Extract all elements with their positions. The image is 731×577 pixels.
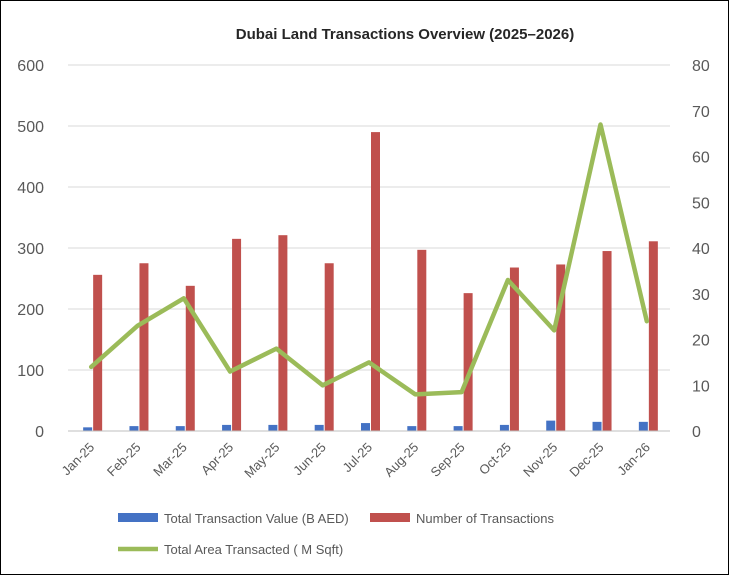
- bar-transaction-count: [417, 249, 427, 431]
- bar-transaction-count: [139, 263, 149, 431]
- bar-transaction-count: [602, 251, 612, 431]
- bar-transaction-count: [463, 293, 473, 431]
- y-left-tick-label: 100: [17, 363, 44, 380]
- legend-label: Total Transaction Value (B AED): [164, 511, 349, 526]
- y-left-tick-label: 0: [35, 424, 44, 441]
- y-right-tick-label: 40: [692, 241, 710, 258]
- bar-transaction-value: [407, 426, 417, 431]
- bar-transaction-count: [509, 267, 519, 431]
- x-tick-label: Nov-25: [520, 440, 560, 480]
- x-tick-label: Jul-25: [339, 440, 375, 476]
- bar-transaction-value: [546, 420, 556, 431]
- legend-swatch: [118, 513, 158, 522]
- y-left-tick-label: 200: [17, 302, 44, 319]
- x-tick-label: Jun-25: [290, 440, 329, 479]
- bar-transaction-value: [592, 421, 602, 431]
- x-tick-label: Jan-26: [614, 440, 653, 479]
- y-left-tick-label: 400: [17, 180, 44, 197]
- bar-transaction-value: [268, 424, 278, 431]
- bar-transaction-count: [185, 285, 195, 431]
- x-tick-label: Oct-25: [476, 440, 514, 478]
- legend: Total Transaction Value (B AED) Number of…: [118, 511, 555, 557]
- legend-label: Total Area Transacted ( M Sqft): [164, 542, 343, 557]
- bar-transaction-value: [499, 424, 509, 431]
- bars-group: [83, 132, 658, 431]
- bar-transaction-value: [222, 424, 232, 431]
- bar-transaction-value: [361, 423, 370, 431]
- y-right-tick-label: 50: [692, 195, 710, 212]
- x-tick-label: May-25: [241, 440, 282, 481]
- bar-transaction-count: [93, 274, 103, 431]
- bar-transaction-count: [648, 241, 658, 431]
- y-left-tick-label: 600: [17, 58, 44, 75]
- y-right-tick-label: 10: [692, 378, 710, 395]
- legend-label: Number of Transactions: [416, 511, 555, 526]
- x-tick-label: Feb-25: [104, 440, 144, 480]
- x-tick-label: Sep-25: [427, 440, 467, 480]
- legend-swatch: [370, 513, 410, 522]
- y-right-tick-label: 60: [692, 150, 710, 167]
- x-tick-label: Dec-25: [566, 440, 606, 480]
- y-left-tick-label: 300: [17, 241, 44, 258]
- x-tick-label: Apr-25: [198, 440, 236, 478]
- y-right-tick-label: 70: [692, 104, 710, 121]
- x-tick-label: Jan-25: [59, 440, 98, 479]
- bar-transaction-value: [83, 427, 93, 431]
- bar-transaction-count: [371, 132, 380, 431]
- bar-transaction-count: [232, 238, 242, 431]
- gridlines: [68, 64, 670, 432]
- chart-title: Dubai Land Transactions Overview (2025–2…: [236, 26, 574, 43]
- bar-transaction-count: [324, 263, 334, 431]
- series-line-area-transacted: [88, 122, 650, 397]
- bar-transaction-value: [453, 426, 463, 431]
- y-right-tick-label: 80: [692, 58, 710, 75]
- x-tick-label: Aug-25: [381, 440, 421, 480]
- bar-transaction-count: [278, 235, 288, 431]
- y-left-tick-label: 500: [17, 119, 44, 136]
- y-right-tick-label: 0: [692, 424, 701, 441]
- bar-transaction-count: [556, 264, 566, 431]
- bar-transaction-value: [129, 426, 139, 431]
- y-right-tick-label: 30: [692, 287, 710, 304]
- x-tick-label: Mar-25: [150, 440, 190, 480]
- bar-transaction-value: [638, 421, 648, 431]
- y-right-tick-label: 20: [692, 333, 710, 350]
- line-group: [88, 122, 650, 397]
- bar-transaction-value: [314, 424, 324, 431]
- bar-transaction-value: [175, 426, 185, 431]
